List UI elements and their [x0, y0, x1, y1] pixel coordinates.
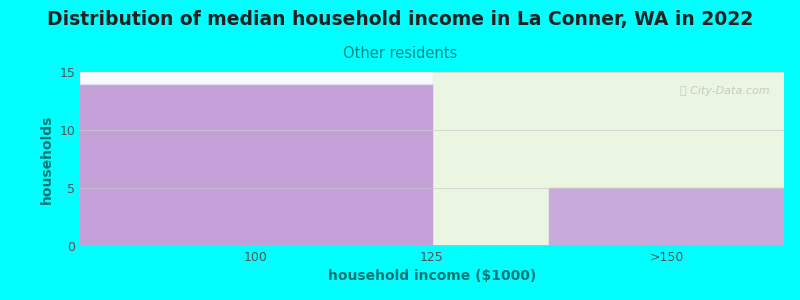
Bar — [550, 188, 784, 246]
Text: Distribution of median household income in La Conner, WA in 2022: Distribution of median household income … — [47, 11, 753, 29]
Text: Other residents: Other residents — [343, 46, 457, 62]
Bar — [80, 84, 432, 246]
Bar — [80, 72, 432, 84]
Bar — [432, 72, 784, 246]
X-axis label: household income ($1000): household income ($1000) — [328, 269, 536, 284]
Y-axis label: households: households — [40, 114, 54, 204]
Text: ⓘ City-Data.com: ⓘ City-Data.com — [680, 86, 770, 96]
